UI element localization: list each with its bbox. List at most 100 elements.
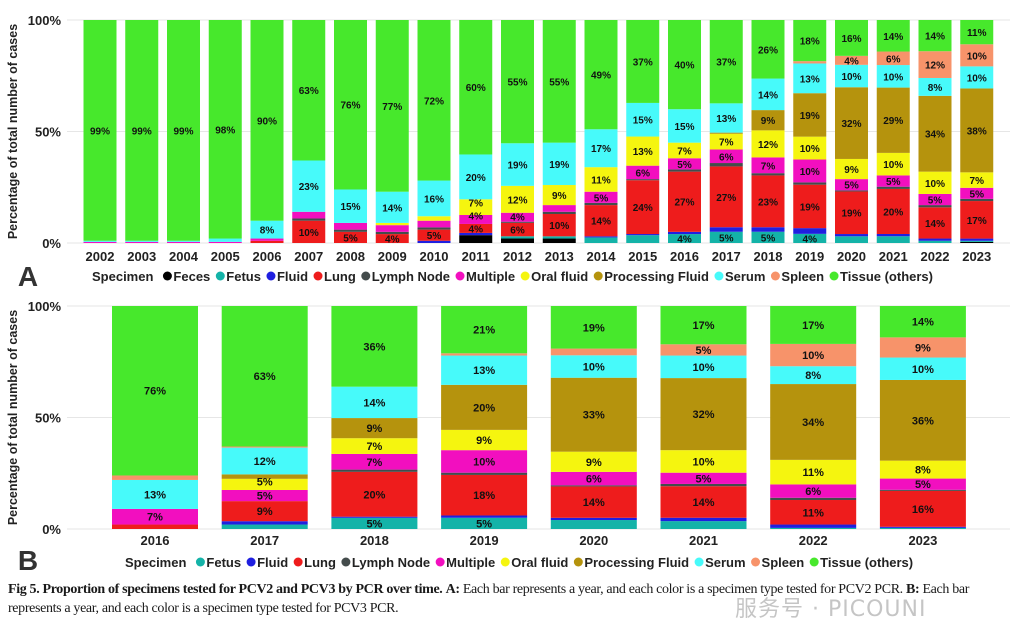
- bar-2019: 4% 19% 10% 10% 19% 13% 18%: [793, 20, 827, 245]
- bar-segment-fluid: [835, 234, 868, 237]
- data-label: 19%: [583, 322, 605, 334]
- x-tick-label: 2016: [141, 533, 170, 548]
- data-label: 7%: [469, 198, 484, 209]
- data-label: 20%: [466, 173, 486, 184]
- legend-item: Tissue (others): [840, 269, 933, 284]
- bar-segment-spleen: [876, 51, 910, 66]
- bar-segment-multiple: [660, 472, 747, 484]
- data-label: 7%: [761, 161, 776, 172]
- data-label: 12%: [925, 61, 945, 72]
- x-tick-label: 2006: [253, 249, 282, 264]
- x-tick-label: 2022: [799, 533, 828, 548]
- bar-segment-serum: [751, 78, 785, 111]
- legend-title: Specimen: [125, 555, 186, 570]
- data-label: 16%: [424, 194, 444, 205]
- legend-swatch: [162, 271, 172, 281]
- data-label: 63%: [254, 371, 276, 383]
- legend-item: Tissue (others): [820, 555, 913, 570]
- bar-segment-multiple: [112, 508, 198, 525]
- bar-segment-multiple: [250, 238, 284, 241]
- legend: Specimen Fetus Fluid Lung Lymph Node Multiple…: [125, 555, 913, 570]
- bar-2021: 20% 5% 10% 29% 10% 6% 14%: [876, 20, 910, 243]
- data-label: 5%: [343, 233, 358, 244]
- bar-segment-spleen: [550, 348, 637, 356]
- data-label: 55%: [507, 78, 527, 89]
- bar-segment-lymph-node: [793, 182, 827, 185]
- bar-segment-serum: [876, 65, 910, 88]
- bar-2007: 10% 23% 63%: [292, 20, 326, 243]
- data-label: 4%: [510, 213, 525, 224]
- data-label: 38%: [967, 126, 987, 137]
- data-label: 32%: [692, 409, 714, 421]
- data-label: 29%: [883, 116, 903, 127]
- legend: Specimen Feces Fetus Fluid Lung Lymph Node Mul…: [92, 269, 933, 284]
- y-tick-label: 0%: [42, 236, 61, 251]
- bar-segment-oral-fluid: [584, 167, 618, 192]
- bar-segment-fluid: [331, 516, 418, 518]
- x-tick-label: 2021: [879, 249, 908, 264]
- bar-segment-tissue-others-: [208, 20, 242, 239]
- data-label: 14%: [692, 497, 714, 509]
- y-tick-label: 100%: [28, 13, 62, 28]
- data-label: 12%: [254, 456, 276, 468]
- bar-segment-serum: [292, 160, 326, 212]
- bar-segment-lung: [112, 524, 198, 529]
- bar-segment-spleen: [879, 337, 966, 358]
- bar-segment-serum: [375, 191, 409, 223]
- bar-segment-tissue-others-: [876, 20, 910, 52]
- bar-segment-lymph-node: [542, 211, 576, 215]
- bar-segment-serum: [501, 143, 534, 186]
- bar-2017: 9% 5% 5% 12% 63%: [221, 306, 308, 529]
- data-label: 17%: [591, 144, 611, 155]
- bar-segment-multiple: [331, 453, 418, 470]
- bar-segment-fetus: [793, 233, 827, 243]
- bar-2023: 17% 5% 7% 38% 10% 10% 11%: [960, 20, 994, 243]
- data-label: 18%: [800, 37, 820, 48]
- data-label: 9%: [761, 116, 776, 127]
- data-label: 17%: [692, 320, 714, 332]
- x-tick-label: 2014: [587, 249, 617, 264]
- legend-swatch: [341, 557, 351, 567]
- bar-segment-tissue-others-: [331, 306, 418, 387]
- bar-segment-tissue-others-: [542, 20, 576, 143]
- bar-segment-fetus: [960, 240, 994, 242]
- data-label: 19%: [841, 209, 861, 220]
- bar-2013: 10% 9% 19% 55%: [542, 20, 576, 243]
- data-label: 99%: [173, 126, 193, 137]
- bar-segment-fetus: [918, 240, 952, 243]
- bar-segment-serum: [918, 77, 952, 96]
- bar-segment-serum: [770, 366, 857, 385]
- data-label: 16%: [841, 34, 861, 45]
- x-tick-label: 2005: [211, 249, 240, 264]
- data-label: 10%: [692, 456, 714, 468]
- bar-segment-multiple: [751, 157, 785, 174]
- legend-item: Lung: [324, 269, 356, 284]
- data-label: 5%: [696, 473, 712, 485]
- bar-segment-lung: [751, 175, 785, 228]
- bar-segment-multiple: [542, 205, 576, 212]
- legend-title: Specimen: [92, 269, 153, 284]
- bar-segment-multiple: [334, 222, 367, 230]
- data-label: 36%: [363, 341, 385, 353]
- data-label: 49%: [591, 71, 611, 82]
- bar-segment-multiple: [626, 165, 660, 180]
- bar-segment-processing-fluid: [879, 379, 966, 461]
- bar-segment-spleen: [793, 61, 827, 64]
- bar-segment-tissue-others-: [584, 20, 618, 130]
- data-label: 8%: [915, 465, 931, 477]
- data-label: 15%: [340, 202, 360, 213]
- bar-segment-fetus: [835, 236, 868, 243]
- bar-segment-serum: [331, 386, 418, 419]
- bar-segment-tissue-others-: [292, 20, 326, 161]
- data-label: 10%: [967, 51, 987, 62]
- bar-segment-processing-fluid: [770, 384, 857, 460]
- x-tick-label: 2009: [378, 249, 407, 264]
- panel-label: A: [18, 261, 38, 292]
- data-label: 90%: [257, 116, 277, 127]
- data-label: 99%: [132, 126, 152, 137]
- data-label: 20%: [473, 402, 495, 414]
- y-axis-label: Percentage of total number of cases: [6, 310, 20, 525]
- bar-segment-lymph-node: [918, 205, 952, 208]
- data-label: 19%: [800, 111, 820, 122]
- bar-segment-lung: [550, 486, 637, 518]
